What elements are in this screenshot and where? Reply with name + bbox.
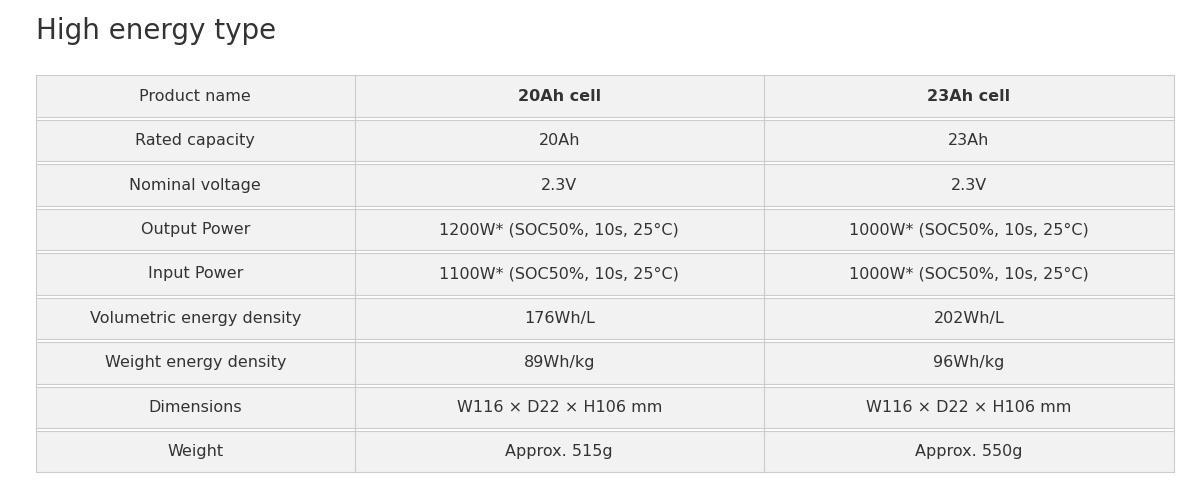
Text: W116 × D22 × H106 mm: W116 × D22 × H106 mm bbox=[866, 400, 1072, 415]
Bar bbox=[36, 295, 1174, 298]
Bar bbox=[764, 209, 1174, 250]
Bar bbox=[36, 298, 354, 339]
Bar bbox=[764, 298, 1174, 339]
Text: 20Ah: 20Ah bbox=[539, 133, 580, 148]
Text: Nominal voltage: Nominal voltage bbox=[130, 178, 262, 192]
Bar bbox=[764, 164, 1174, 206]
Text: 23Ah cell: 23Ah cell bbox=[928, 89, 1010, 104]
Text: 96Wh/kg: 96Wh/kg bbox=[934, 356, 1004, 370]
Bar bbox=[764, 120, 1174, 161]
Bar bbox=[354, 298, 764, 339]
Text: High energy type: High energy type bbox=[36, 17, 276, 45]
Bar bbox=[354, 164, 764, 206]
Bar bbox=[354, 120, 764, 161]
Bar bbox=[36, 384, 1174, 387]
Text: 176Wh/L: 176Wh/L bbox=[524, 311, 595, 326]
Bar bbox=[764, 387, 1174, 428]
Bar bbox=[36, 342, 354, 384]
Bar bbox=[36, 428, 1174, 431]
Bar bbox=[36, 253, 354, 295]
Bar bbox=[36, 339, 1174, 342]
Text: 20Ah cell: 20Ah cell bbox=[517, 89, 601, 104]
Text: Weight: Weight bbox=[167, 444, 223, 459]
Bar bbox=[764, 431, 1174, 472]
Text: 2.3V: 2.3V bbox=[950, 178, 986, 192]
Bar bbox=[354, 209, 764, 250]
Text: W116 × D22 × H106 mm: W116 × D22 × H106 mm bbox=[457, 400, 662, 415]
Bar bbox=[36, 431, 354, 472]
Text: Output Power: Output Power bbox=[140, 222, 250, 237]
Bar bbox=[764, 253, 1174, 295]
Text: Dimensions: Dimensions bbox=[149, 400, 242, 415]
Text: Product name: Product name bbox=[139, 89, 251, 104]
Bar bbox=[36, 250, 1174, 253]
Bar bbox=[36, 164, 354, 206]
Text: Volumetric energy density: Volumetric energy density bbox=[90, 311, 301, 326]
Bar bbox=[36, 206, 1174, 209]
Text: 2.3V: 2.3V bbox=[541, 178, 577, 192]
Text: 89Wh/kg: 89Wh/kg bbox=[523, 356, 595, 370]
Text: 1100W* (SOC50%, 10s, 25°C): 1100W* (SOC50%, 10s, 25°C) bbox=[439, 266, 679, 281]
Bar bbox=[36, 161, 1174, 164]
Bar bbox=[354, 253, 764, 295]
Bar bbox=[36, 75, 354, 117]
Text: 1000W* (SOC50%, 10s, 25°C): 1000W* (SOC50%, 10s, 25°C) bbox=[848, 222, 1088, 237]
Bar bbox=[764, 342, 1174, 384]
Bar bbox=[764, 75, 1174, 117]
Bar bbox=[36, 120, 354, 161]
Text: Weight energy density: Weight energy density bbox=[104, 356, 286, 370]
Text: 202Wh/L: 202Wh/L bbox=[934, 311, 1004, 326]
Text: Input Power: Input Power bbox=[148, 266, 242, 281]
Text: Approx. 515g: Approx. 515g bbox=[505, 444, 613, 459]
Text: Approx. 550g: Approx. 550g bbox=[916, 444, 1022, 459]
Bar bbox=[354, 387, 764, 428]
Bar bbox=[354, 431, 764, 472]
Bar bbox=[36, 209, 354, 250]
Text: 1000W* (SOC50%, 10s, 25°C): 1000W* (SOC50%, 10s, 25°C) bbox=[848, 266, 1088, 281]
Bar bbox=[36, 387, 354, 428]
Bar bbox=[36, 117, 1174, 120]
Bar bbox=[354, 75, 764, 117]
Text: 1200W* (SOC50%, 10s, 25°C): 1200W* (SOC50%, 10s, 25°C) bbox=[439, 222, 679, 237]
Bar bbox=[354, 342, 764, 384]
Text: 23Ah: 23Ah bbox=[948, 133, 990, 148]
Text: Rated capacity: Rated capacity bbox=[136, 133, 256, 148]
